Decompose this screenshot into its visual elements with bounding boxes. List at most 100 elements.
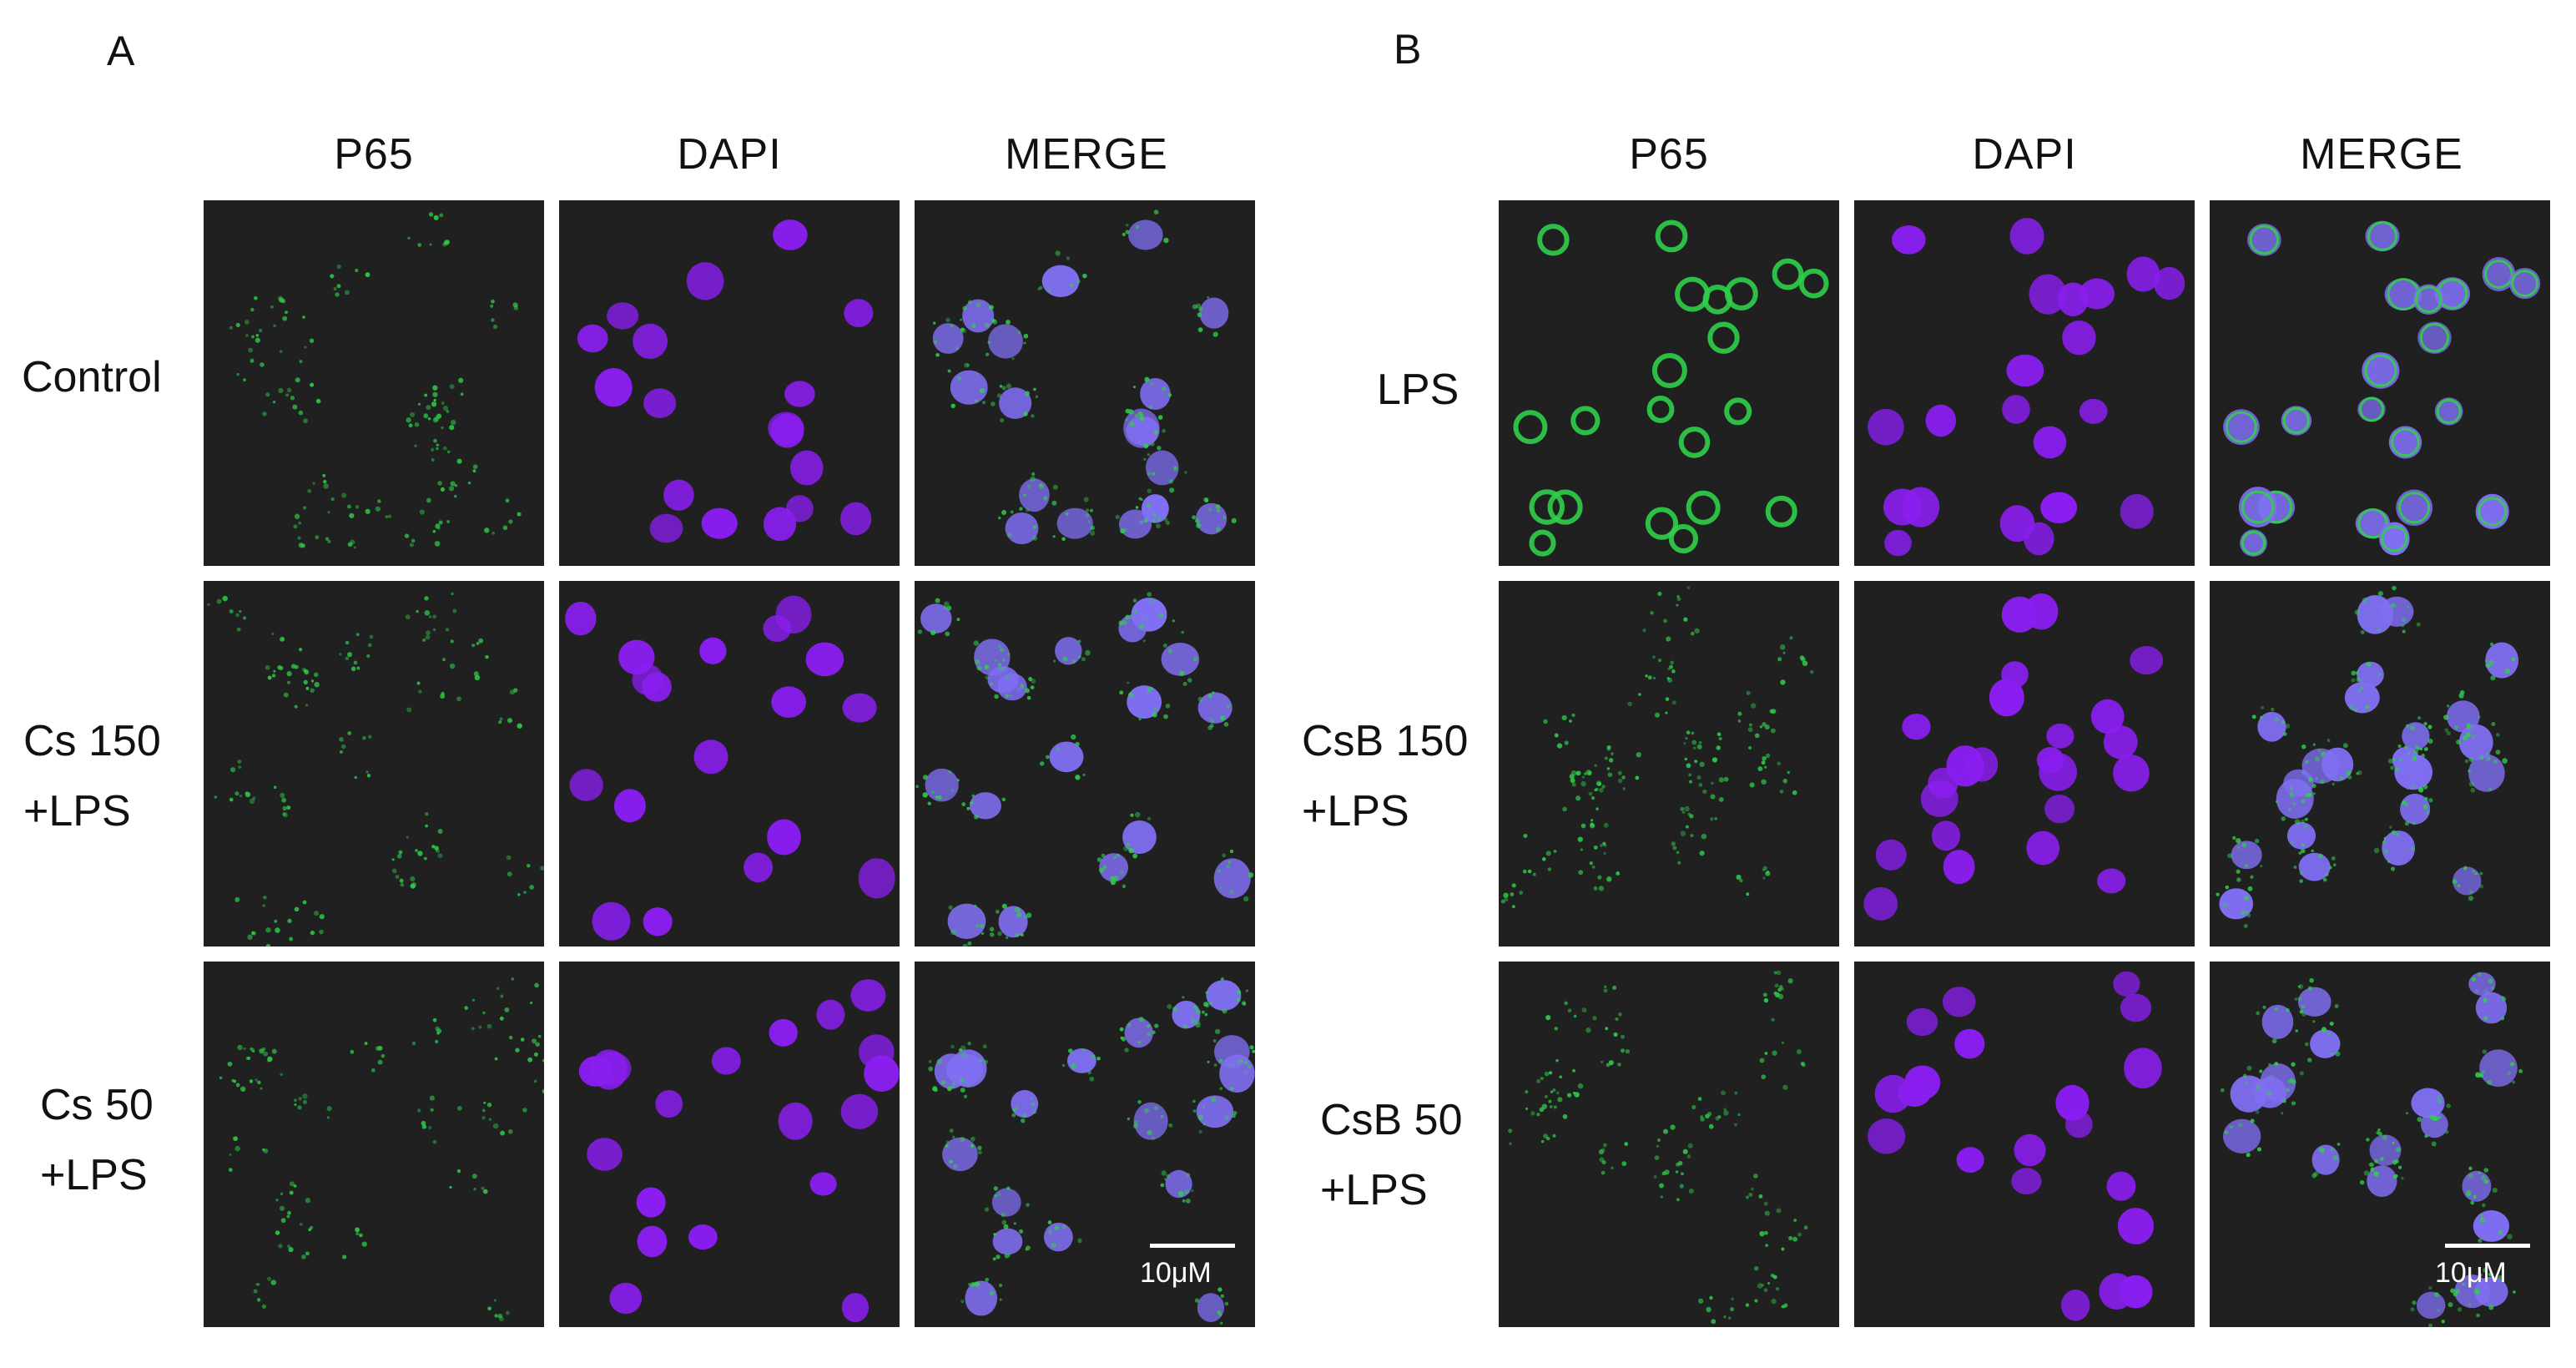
nucleus (633, 323, 668, 360)
p65-speckle (1589, 861, 1594, 866)
p65-speckle (2483, 1017, 2488, 1021)
micrograph-tile-p65 (204, 962, 544, 1327)
p65-speckle (1757, 766, 1763, 772)
p65-speckle (2382, 840, 2387, 845)
p65-speckle (1746, 1195, 1749, 1199)
p65-speckle (1133, 1123, 1138, 1128)
p65-speckle (1023, 341, 1026, 345)
p65-speckle (449, 425, 455, 431)
p65-speckle (2342, 743, 2348, 749)
p65-speckle (416, 609, 419, 613)
p65-speckle (2332, 1155, 2338, 1160)
p65-speckle (1139, 416, 1145, 422)
p65-speckle (347, 731, 352, 735)
p65-speckle (1554, 733, 1559, 738)
p65-speckle (1578, 870, 1584, 876)
row-label-line: CsB 50 (1320, 1096, 1463, 1144)
p65-speckle (449, 1185, 452, 1189)
p65-speckle (1691, 631, 1695, 636)
p65-speckle (1714, 816, 1717, 820)
nucleus (1127, 685, 1162, 719)
p65-speckle (1616, 871, 1621, 876)
p65-speckle (429, 243, 432, 246)
p65-speckle (999, 666, 1004, 671)
panel-a-column-dapi: DAPI (677, 130, 782, 179)
p65-speckle (2510, 1062, 2515, 1067)
p65-speckle (458, 377, 464, 383)
p65-speckle (508, 1035, 513, 1040)
p65-speckle (2476, 1313, 2480, 1318)
p65-speckle (391, 868, 397, 874)
p65-speckle (1737, 1113, 1741, 1117)
p65-speckle (2293, 866, 2297, 870)
p65-speckle (1585, 1027, 1591, 1033)
p65-speckle (293, 1184, 297, 1188)
p65-speckle (1540, 1139, 1545, 1143)
p65-speckle (2301, 744, 2306, 750)
p65-speckle (454, 494, 457, 498)
p65-speckle (219, 1076, 223, 1080)
p65-speckle (1613, 1032, 1618, 1037)
p65-speckle (1737, 711, 1742, 716)
p65-speckle (2379, 1157, 2384, 1161)
p65-speckle (964, 362, 970, 368)
p65-speckle (2424, 1133, 2428, 1138)
p65-speckle (2383, 849, 2389, 855)
nucleus (2120, 493, 2154, 529)
p65-speckle (229, 797, 234, 802)
p65-speckle (2491, 987, 2495, 991)
p65-speckle (340, 750, 343, 754)
panel-letter-b: B (1394, 26, 1422, 73)
p65-speckle (520, 1037, 525, 1042)
micrograph-tile-merge (2210, 200, 2550, 566)
p65-speckle (287, 1244, 291, 1249)
p65-speckle (1161, 1170, 1167, 1176)
p65-speckle (1762, 755, 1767, 761)
p65-speckle (1617, 770, 1622, 775)
p65-speckle (1748, 723, 1752, 727)
nucleus (607, 302, 639, 330)
nucleus (998, 906, 1028, 938)
p65-speckle (974, 1281, 980, 1287)
nucleus (1140, 377, 1171, 411)
p65-speckle (1149, 598, 1155, 603)
p65-speckle (1192, 1109, 1197, 1113)
p65-speckle (1083, 497, 1089, 502)
nucleus (763, 507, 797, 542)
nucleus (2261, 1004, 2294, 1039)
p65-speckle (305, 1198, 311, 1204)
panel-a-column-merge: MERGE (1005, 130, 1168, 179)
p65-speckle (2312, 743, 2316, 746)
p65-speckle (432, 614, 436, 619)
p65-speckle (522, 1108, 527, 1113)
nucleus (2468, 754, 2505, 792)
p65-speckle (1222, 1008, 1228, 1014)
p65-speckle (440, 694, 446, 699)
p65-speckle (1165, 704, 1171, 709)
p65-signal (2398, 492, 2431, 524)
p65-speckle (425, 634, 431, 640)
p65-speckle (1810, 669, 1814, 674)
p65-speckle (1245, 989, 1248, 992)
p65-speckle (1694, 628, 1700, 634)
panel-a-scale-label: 10μM (1140, 1257, 1212, 1289)
nucleus (947, 903, 986, 939)
p65-speckle (2370, 1167, 2375, 1172)
p65-speckle (1736, 874, 1742, 880)
p65-speckle (1763, 1201, 1768, 1206)
p65-speckle (1001, 658, 1006, 662)
p65-speckle (1220, 1321, 1223, 1325)
nucleus (991, 1188, 1021, 1217)
nucleus (663, 479, 694, 511)
nucleus (763, 615, 792, 643)
nucleus (2014, 1133, 2046, 1167)
micrograph-tile-dapi (559, 581, 900, 946)
nucleus (592, 901, 631, 941)
p65-speckle (1522, 869, 1527, 874)
p65-speckle (955, 347, 959, 351)
p65-speckle (239, 794, 243, 798)
p65-speckle (2457, 1307, 2463, 1312)
p65-speckle (2478, 715, 2481, 719)
p65-speckle (1051, 500, 1057, 506)
p65-speckle (281, 797, 287, 803)
